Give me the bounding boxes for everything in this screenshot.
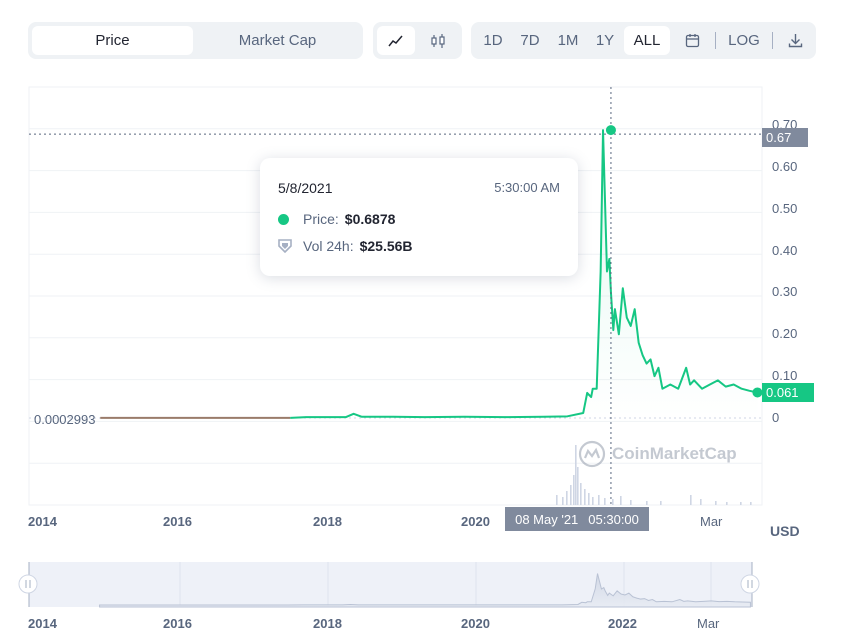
- range-navigator[interactable]: [18, 562, 760, 608]
- tooltip-price-value: $0.6878: [344, 211, 396, 227]
- volume-bar: [646, 501, 648, 505]
- y-tick-label: 0.40: [772, 242, 798, 258]
- toolbar-divider: [715, 32, 716, 49]
- handle-knob: [740, 574, 760, 594]
- volume-bar: [570, 485, 572, 505]
- tooltip-time: 5:30:00 AM: [494, 180, 560, 195]
- range-1d-button[interactable]: 1D: [483, 32, 503, 49]
- tab-market-cap[interactable]: Market Cap: [238, 32, 317, 49]
- volume-bar: [566, 491, 568, 505]
- volume-bar: [715, 501, 717, 505]
- volume-bar: [726, 502, 728, 505]
- price-line: [290, 129, 758, 419]
- navigator-x-label: 2020: [461, 616, 490, 631]
- watermark: CoinMarketCap: [578, 440, 737, 468]
- hover-date-badge: 08 May '21 05:30:00: [505, 507, 649, 531]
- volume-bar: [584, 489, 586, 505]
- range-toolbar: 1D 7D 1M 1Y ALL LOG: [471, 22, 816, 59]
- log-scale-button[interactable]: LOG: [728, 32, 760, 49]
- hover-time-text: 05:30:00: [588, 511, 639, 527]
- tooltip-date: 5/8/2021: [278, 180, 333, 196]
- line-chart-button[interactable]: [377, 26, 415, 55]
- volume-bar: [580, 483, 582, 505]
- candlestick-icon: [431, 33, 445, 48]
- price-tooltip: 5/8/2021 5:30:00 AM Price: $0.6878 Vol 2…: [260, 158, 578, 276]
- tooltip-volume-row: Vol 24h: $25.56B: [278, 238, 413, 254]
- tooltip-volume-value: $25.56B: [359, 238, 413, 254]
- volume-bar: [700, 499, 702, 505]
- volume-bar: [690, 495, 692, 505]
- navigator-x-label: 2022: [608, 616, 637, 631]
- navigator-series: [99, 573, 751, 608]
- last-point-marker: [752, 387, 763, 398]
- chart-overlay: [29, 87, 763, 505]
- hover-point-marker: [605, 125, 616, 136]
- x-tick-label: 2014: [28, 514, 57, 529]
- volume-bar: [577, 467, 579, 505]
- handle-knob: [18, 574, 38, 594]
- navigator-x-label: 2014: [28, 616, 57, 631]
- tooltip-volume-label: Vol 24h:: [303, 238, 354, 254]
- volume-bar: [740, 502, 742, 505]
- download-button[interactable]: [778, 26, 812, 55]
- price-series: [100, 129, 758, 419]
- hover-price-badge: 0.67: [762, 128, 808, 147]
- y-tick-label: 0.10: [772, 368, 798, 384]
- chart-type-toggle: [373, 22, 462, 59]
- volume-bars: [556, 445, 752, 505]
- tab-price[interactable]: Price: [32, 26, 193, 55]
- current-price-badge: 0.061: [762, 383, 814, 402]
- navigator-x-label: 2016: [163, 616, 192, 631]
- price-area: [290, 130, 758, 418]
- calendar-icon: [685, 34, 699, 48]
- navigator-x-label: 2018: [313, 616, 342, 631]
- tooltip-price-row: Price: $0.6878: [278, 211, 395, 227]
- y-tick-label: 0.20: [772, 326, 798, 342]
- price-dot-icon: [278, 213, 289, 225]
- toolbar-divider: [772, 32, 773, 49]
- volume-bar: [604, 498, 606, 505]
- candlestick-button[interactable]: [419, 26, 457, 55]
- price-marketcap-toggle: Price Market Cap: [28, 22, 363, 59]
- tooltip-price-label: Price:: [303, 211, 339, 227]
- download-icon: [788, 34, 802, 48]
- calendar-button[interactable]: [675, 26, 709, 55]
- volume-bar: [750, 502, 752, 505]
- coinmarketcap-logo-icon: [578, 440, 606, 468]
- range-7d-button[interactable]: 7D: [520, 32, 540, 49]
- y-tick-label: 0.30: [772, 284, 798, 300]
- start-price-label: 0.0002993: [34, 412, 96, 427]
- x-tick-label: Mar: [700, 514, 723, 529]
- range-1y-button[interactable]: 1Y: [595, 32, 615, 49]
- volume-bar: [562, 497, 564, 505]
- x-tick-label: 2016: [163, 514, 192, 529]
- volume-bar: [630, 500, 632, 505]
- range-all-button[interactable]: ALL: [624, 26, 670, 55]
- currency-label: USD: [770, 523, 800, 539]
- volume-shield-icon: [278, 239, 292, 253]
- volume-bar: [588, 493, 590, 505]
- line-chart-icon: [388, 35, 403, 46]
- volume-bar: [620, 496, 622, 505]
- volume-bar: [573, 475, 575, 505]
- volume-bar: [592, 497, 594, 505]
- x-tick-label: 2020: [461, 514, 490, 529]
- volume-bar: [556, 495, 558, 505]
- navigator-x-label: Mar: [697, 616, 720, 631]
- range-1m-button[interactable]: 1M: [557, 32, 579, 49]
- volume-bar: [598, 495, 600, 505]
- y-tick-label: 0.60: [772, 158, 798, 174]
- navigator-right-handle[interactable]: [740, 574, 760, 594]
- y-tick-label: 0.50: [772, 200, 798, 216]
- x-tick-label: 2018: [313, 514, 342, 529]
- watermark-text: CoinMarketCap: [612, 444, 737, 463]
- navigator-left-handle[interactable]: [18, 574, 38, 594]
- volume-bar: [660, 501, 662, 505]
- volume-bar: [612, 499, 614, 505]
- volume-bar: [575, 445, 577, 505]
- y-tick-label: 0: [772, 410, 780, 425]
- hover-date-text: 08 May '21: [515, 511, 579, 527]
